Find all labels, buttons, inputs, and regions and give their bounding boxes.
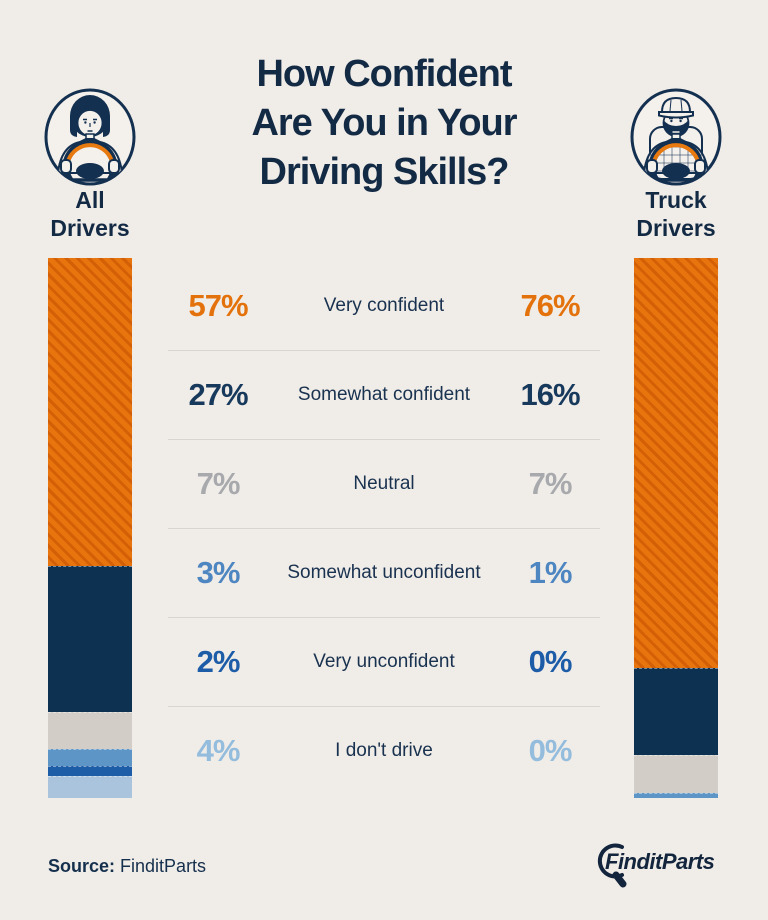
logo-text: FinditParts	[605, 849, 715, 874]
category-label: I don't drive	[335, 740, 433, 761]
source-prefix: Source:	[48, 856, 116, 876]
car-driver-icon	[42, 86, 138, 188]
truck-drivers-value: 0%	[528, 644, 573, 679]
bar-segment-somewhat-confident	[634, 668, 718, 755]
row-divider	[168, 617, 600, 618]
category-label: Very confident	[323, 295, 445, 316]
row-divider	[168, 706, 600, 707]
table-row: 57% Very confident 76%	[168, 262, 600, 350]
truck-driver-icon	[628, 86, 724, 188]
row-divider	[168, 439, 600, 440]
row-divider	[168, 350, 600, 351]
all-drivers-label-line1: All	[75, 187, 105, 213]
bar-segment-somewhat-confident	[48, 565, 132, 712]
all-drivers-value: 57%	[188, 288, 248, 323]
truck-drivers-value: 1%	[528, 555, 573, 590]
bar-segment-very-confident	[634, 258, 718, 669]
table-row: 27% Somewhat confident 16%	[168, 351, 600, 439]
bar-segment-somewhat-unconfident	[48, 749, 132, 766]
truck-drivers-stacked-bar	[634, 258, 718, 798]
category-label: Somewhat unconfident	[287, 562, 481, 583]
all-drivers-value: 7%	[196, 466, 241, 501]
table-row: 3% Somewhat unconfident 1%	[168, 529, 600, 617]
truck-drivers-value: 16%	[520, 377, 580, 412]
title-line-2: Are You in Your	[251, 102, 517, 144]
truck-drivers-value: 0%	[528, 733, 573, 768]
all-drivers-value: 3%	[196, 555, 241, 590]
truck-drivers-label: Truck Drivers	[596, 186, 756, 242]
title-line-1: How Confident	[256, 53, 512, 95]
page-title: How Confident Are You in Your Driving Sk…	[0, 50, 768, 197]
finditparts-logo: FinditParts	[592, 838, 728, 888]
table-row: 4% I don't drive 0%	[168, 707, 600, 795]
table-row: 7% Neutral 7%	[168, 440, 600, 528]
all-drivers-stacked-bar	[48, 258, 132, 798]
title-line-3: Driving Skills?	[259, 151, 510, 193]
row-divider	[168, 528, 600, 529]
bar-segment-somewhat-unconfident	[634, 792, 718, 798]
bar-segment-neutral	[634, 754, 718, 793]
magnifier-icon	[597, 843, 627, 888]
all-drivers-value: 2%	[196, 644, 241, 679]
truck-drivers-value: 7%	[528, 466, 573, 501]
truck-drivers-label-line1: Truck	[645, 187, 707, 213]
bar-segment-very-confident	[48, 258, 132, 566]
truck-drivers-label-line2: Drivers	[636, 215, 716, 241]
table-row: 2% Very unconfident 0%	[168, 618, 600, 706]
source-name: FinditParts	[115, 856, 207, 876]
all-drivers-label-line2: Drivers	[50, 215, 130, 241]
bar-segment-i-don-t-drive	[48, 776, 132, 798]
all-drivers-value: 27%	[188, 377, 248, 412]
category-label: Neutral	[353, 473, 415, 494]
category-label: Very unconfident	[313, 651, 455, 672]
category-label: Somewhat confident	[297, 384, 471, 405]
truck-drivers-value: 76%	[520, 288, 580, 323]
source-credit: Source: FinditParts	[48, 856, 206, 877]
bar-segment-neutral	[48, 711, 132, 750]
comparison-table: 57% Very confident 76% 27% Somewhat conf…	[168, 262, 600, 795]
all-drivers-value: 4%	[196, 733, 241, 768]
bar-segment-very-unconfident	[48, 765, 132, 777]
all-drivers-label: All Drivers	[10, 186, 170, 242]
